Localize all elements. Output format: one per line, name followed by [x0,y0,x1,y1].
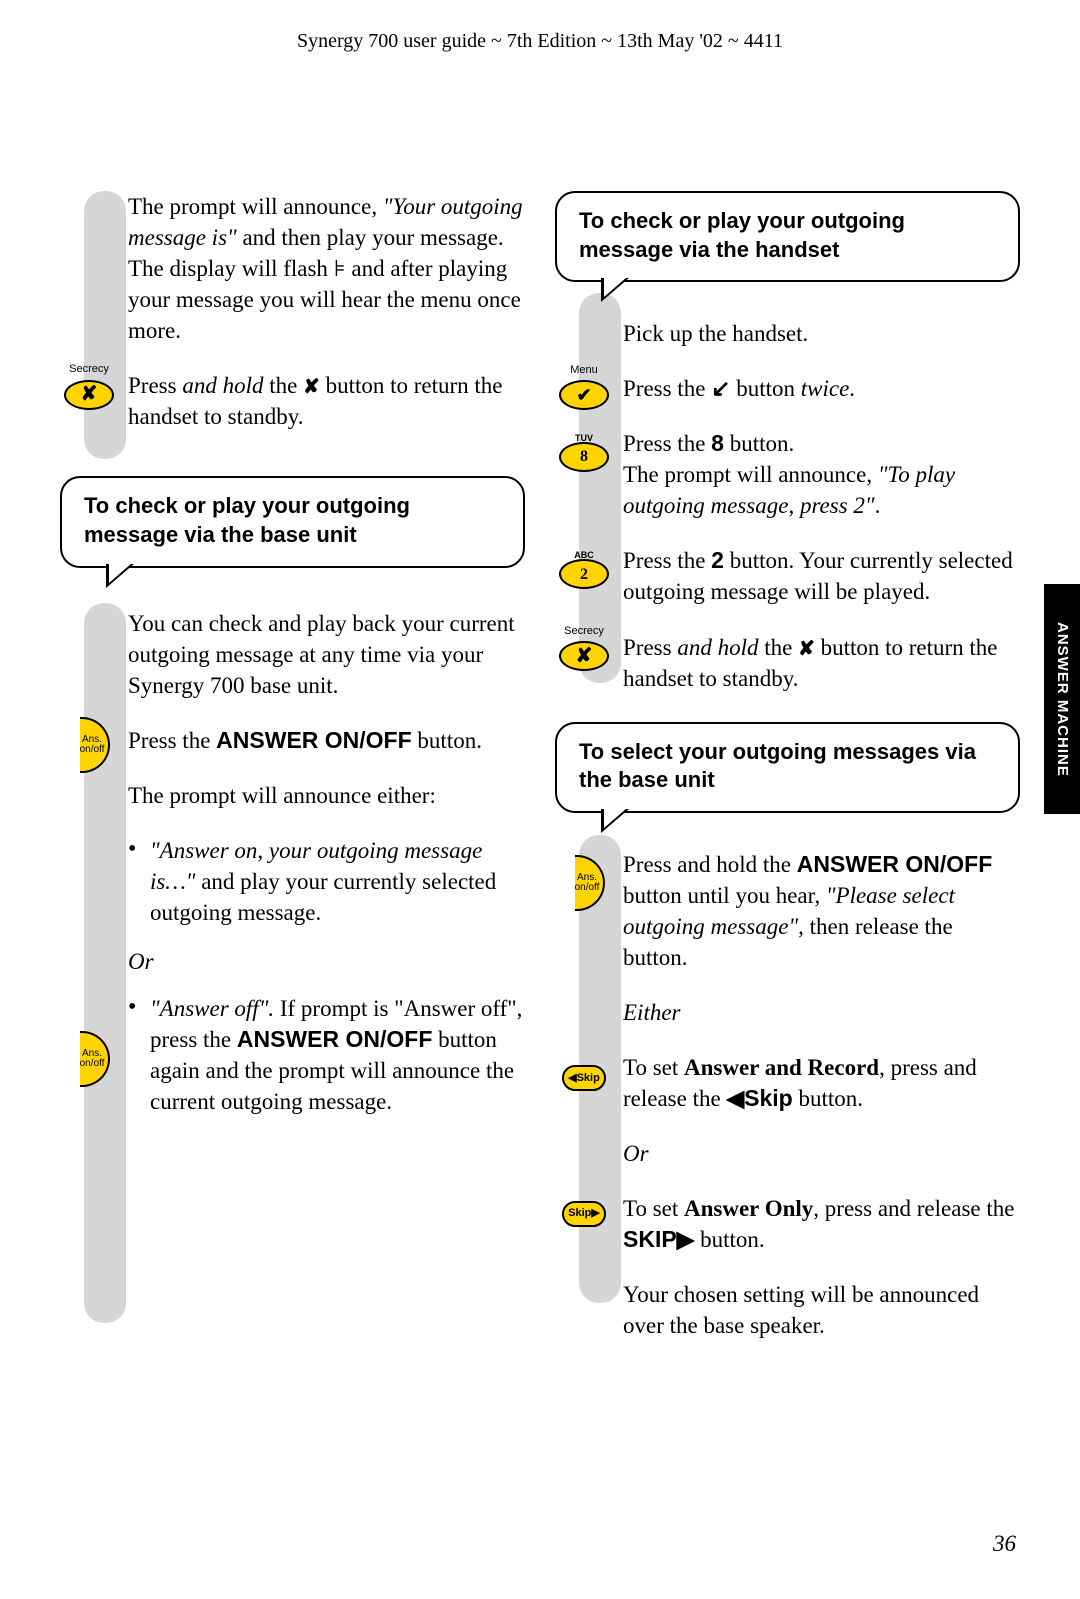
callout-select-base: To select your outgoing messages via the… [555,722,1020,813]
para-press-hold-x-2: Press and hold the ✘ button to return th… [623,632,1020,694]
para-prompt-announce: The prompt will announce, "Your outgoing… [128,191,525,346]
skip-right-icon: Skip▶ [562,1201,606,1227]
or-label: Or [128,946,525,977]
para-announce-either: The prompt will announce either: [128,780,525,811]
callout-check-base: To check or play your outgoing message v… [60,476,525,567]
para-press-hold-answer: Press and hold the ANSWER ON/OFF button … [623,849,1020,973]
either-label: Either [623,997,1020,1028]
eight-button-icon: TUV 8 [559,442,609,472]
para-press-menu: Press the ↙ button twice. [623,373,1020,404]
page-header: Synergy 700 user guide ~ 7th Edition ~ 1… [0,0,1080,55]
menu-label: Menu [555,365,613,376]
para-press-hold-x: Press and hold the ✘ button to return th… [128,370,525,432]
callout-check-handset: To check or play your outgoing message v… [555,191,1020,282]
skip-left-icon: ◀Skip [562,1065,606,1091]
ans-onoff-icon: Ans. on/off [80,717,110,773]
x-button-icon: ✘ [64,380,114,410]
x-button-icon-2: ✘ [559,641,609,671]
para-pickup: Pick up the handset. [623,318,1020,349]
bullet-answer-on: "Answer on, your outgoing message is…" a… [128,835,525,928]
secrecy-label: Secrecy [60,364,118,375]
page-number: 36 [993,1528,1016,1559]
or-label-2: Or [623,1138,1020,1169]
ans-onoff-icon-2: Ans. on/off [80,1031,110,1087]
right-column: To check or play your outgoing message v… [555,175,1020,1365]
para-press-2: Press the 2 button. Your currently selec… [623,545,1020,607]
left-column: The prompt will announce, "Your outgoing… [60,175,525,1365]
para-chosen-setting: Your chosen setting will be announced ov… [623,1279,1020,1341]
para-check-playback: You can check and play back your current… [128,608,525,701]
two-button-icon: ABC 2 [559,559,609,589]
para-answer-record: To set Answer and Record, press and rele… [623,1052,1020,1114]
para-press-8: Press the 8 button. The prompt will anno… [623,428,1020,521]
para-answer-only: To set Answer Only, press and release th… [623,1193,1020,1255]
menu-button-icon: ✔ [559,380,609,410]
bullet-answer-off: "Answer off". If prompt is "Answer off",… [128,993,525,1117]
para-press-answer: Press the ANSWER ON/OFF button. [128,725,525,756]
ans-onoff-icon-3: Ans. on/off [575,855,605,911]
secrecy-label-2: Secrecy [555,626,613,637]
